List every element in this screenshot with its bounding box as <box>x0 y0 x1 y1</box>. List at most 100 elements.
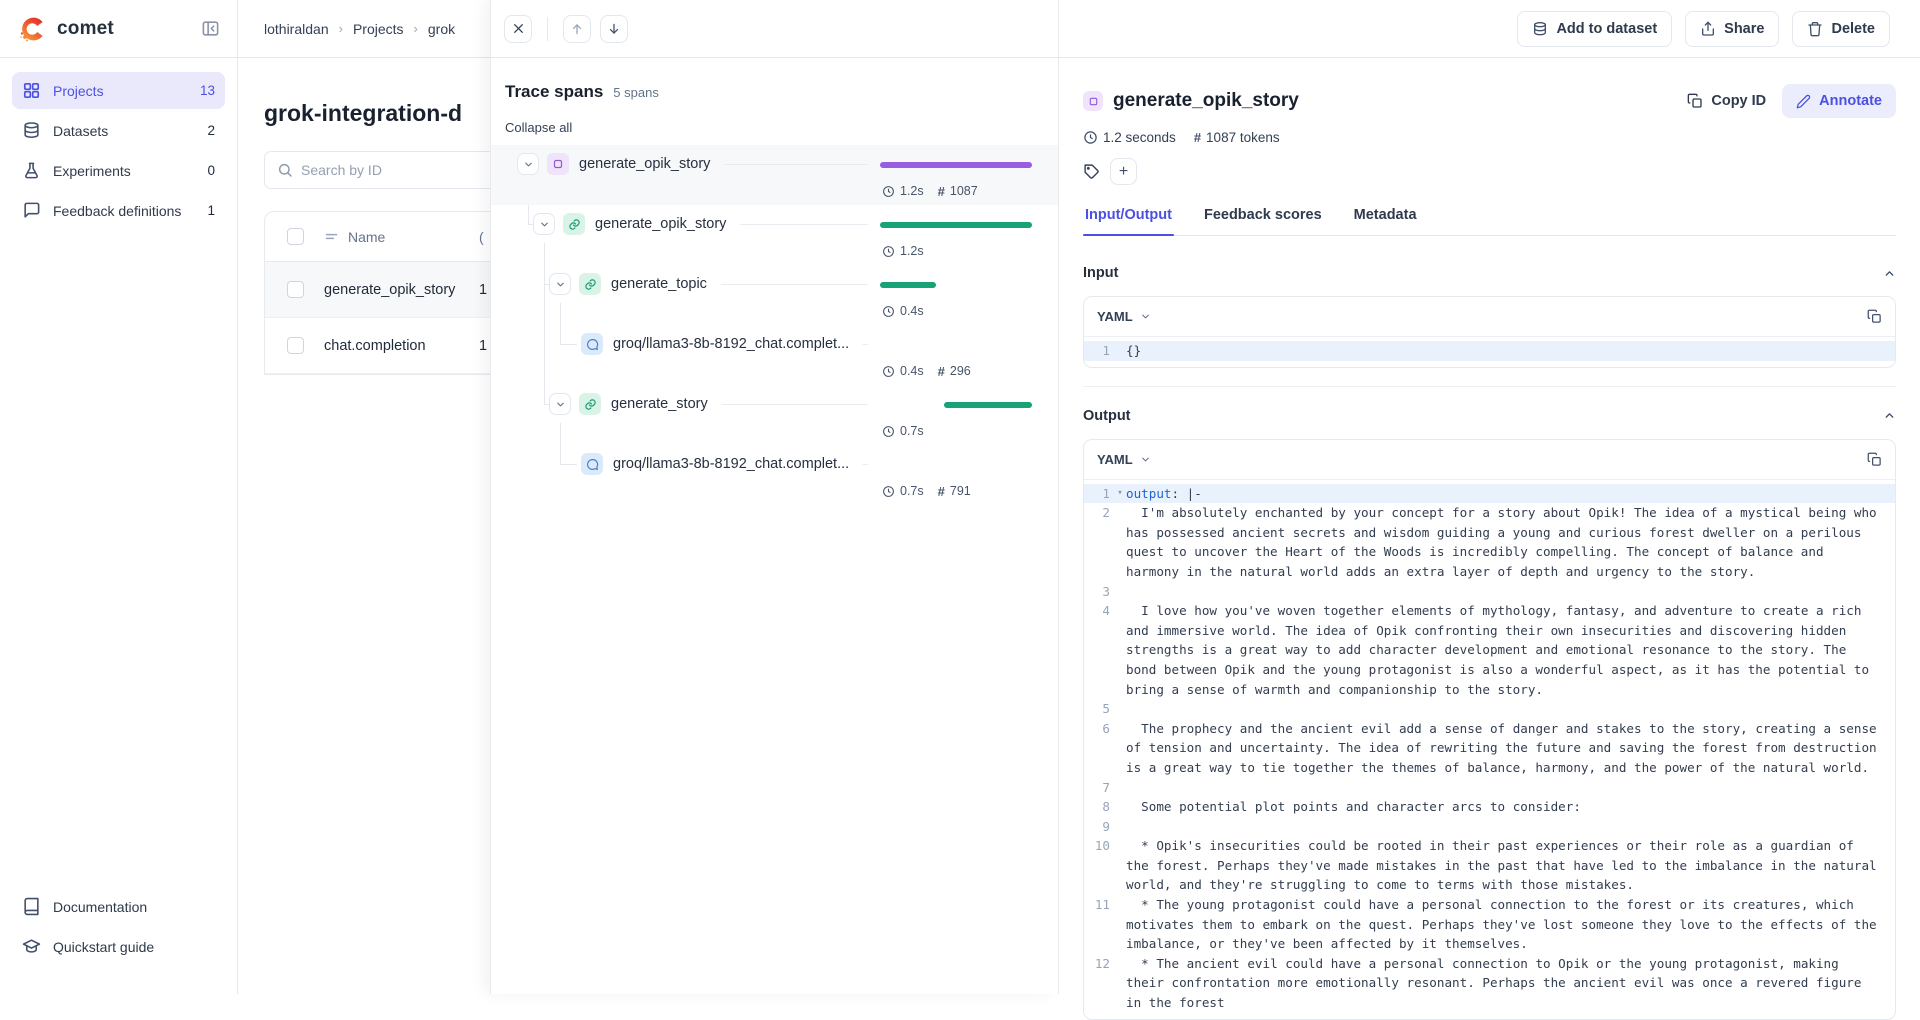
sidebar-item-label: Experiments <box>53 162 131 179</box>
tree-connector <box>560 344 577 345</box>
sidebar-item-feedback-definitions[interactable]: Feedback definitions 1 <box>12 192 225 229</box>
leader-line <box>720 283 868 285</box>
tab-feedback-scores[interactable]: Feedback scores <box>1203 207 1322 223</box>
sidebar-collapse-icon[interactable] <box>201 19 221 39</box>
trace-name-cell[interactable]: chat.completion <box>324 337 426 354</box>
span-row[interactable]: generate_opik_story 1.2s # 1087 <box>491 145 1058 205</box>
span-duration: 1.2s <box>900 244 924 258</box>
delete-button[interactable]: Delete <box>1792 10 1890 47</box>
sidebar-item-count: 2 <box>207 123 215 138</box>
add-tag-button[interactable]: + <box>1110 158 1137 185</box>
output-section-title: Output <box>1083 407 1131 424</box>
trace-type-icon <box>1083 91 1103 111</box>
line-number: 11 <box>1094 897 1110 913</box>
sidebar-item-projects[interactable]: Projects 13 <box>12 72 225 109</box>
copy-icon <box>1867 452 1882 467</box>
code-line: 12 * The ancient evil could have a perso… <box>1084 954 1895 1013</box>
chevron-down-icon[interactable] <box>533 213 555 235</box>
clock-icon <box>1083 130 1098 145</box>
copy-input-button[interactable] <box>1867 309 1882 324</box>
grid-icon <box>22 81 41 100</box>
code-line: 5 <box>1084 699 1895 719</box>
tree-connector <box>560 464 577 465</box>
input-format-select[interactable]: YAML <box>1097 309 1151 324</box>
span-row[interactable]: generate_opik_story 1.2s <box>491 205 1058 265</box>
code-line: 4 I love how you've woven together eleme… <box>1084 601 1895 699</box>
next-trace-button[interactable] <box>600 14 628 43</box>
copy-id-button[interactable]: Copy ID <box>1687 93 1766 109</box>
span-row[interactable]: generate_topic 0.4s <box>491 265 1058 325</box>
share-button[interactable]: Share <box>1685 10 1780 47</box>
arrow-up-icon <box>570 22 584 36</box>
format-label: YAML <box>1097 309 1133 324</box>
breadcrumb-projects[interactable]: Projects <box>352 20 404 37</box>
comet-logo[interactable]: comet <box>18 14 114 44</box>
leader-line <box>721 403 868 405</box>
trace-cell-clipped: 1 <box>479 337 488 354</box>
chevron-down-icon[interactable] <box>517 153 539 175</box>
add-to-dataset-button[interactable]: Add to dataset <box>1517 10 1673 47</box>
sidebar-item-datasets[interactable]: Datasets 2 <box>12 112 225 149</box>
brand-name: comet <box>57 17 114 39</box>
line-number: 10 <box>1094 838 1110 854</box>
close-panel-button[interactable] <box>504 14 532 43</box>
collapse-all-button[interactable]: Collapse all <box>505 120 573 135</box>
database-icon <box>22 121 41 140</box>
span-tokens: 1087 <box>949 184 978 198</box>
chevron-down-icon[interactable] <box>549 393 571 415</box>
line-number: 2 <box>1102 505 1110 521</box>
tree-connector <box>528 224 534 225</box>
clock-icon <box>882 305 895 318</box>
code-text: * The ancient evil could have a personal… <box>1126 955 1870 1011</box>
sidebar-item-documentation[interactable]: Documentation <box>12 888 225 925</box>
line-number: 3 <box>1102 583 1110 599</box>
format-label: YAML <box>1097 451 1133 467</box>
previous-trace-button[interactable] <box>563 14 591 43</box>
sidebar-header: comet <box>0 0 237 58</box>
span-duration: 0.7s <box>900 484 924 498</box>
plus-icon: + <box>1118 162 1129 180</box>
row-checkbox[interactable] <box>287 281 304 298</box>
trace-name-cell[interactable]: generate_opik_story <box>324 281 456 298</box>
tab-input-output[interactable]: Input/Output <box>1083 207 1174 236</box>
breadcrumb-workspace[interactable]: lothiraldan <box>264 20 329 37</box>
clock-icon <box>882 245 895 258</box>
sidebar-item-label: Datasets <box>53 122 109 139</box>
tree-connector <box>560 303 561 344</box>
chevron-down-icon <box>1140 454 1151 465</box>
trace-cell-clipped: 1 <box>479 281 488 298</box>
tag-icon <box>1083 163 1100 180</box>
hash-icon: # <box>937 483 945 499</box>
input-section-title: Input <box>1083 265 1119 281</box>
select-all-checkbox[interactable] <box>287 228 304 245</box>
chevron-down-icon <box>1140 311 1151 322</box>
chat-bubble-icon <box>581 333 603 355</box>
output-format-select[interactable]: YAML <box>1097 452 1151 467</box>
column-header-name[interactable]: Name <box>348 228 386 245</box>
copy-output-button[interactable] <box>1867 452 1882 467</box>
span-row[interactable]: generate_story 0.7s <box>491 385 1058 445</box>
span-row[interactable]: groq/llama3-8b-8192_chat.complet... 0.4s… <box>491 325 1058 385</box>
fold-chevron-icon[interactable]: ▾ <box>1117 487 1123 498</box>
tab-metadata[interactable]: Metadata <box>1353 207 1417 223</box>
duration-bar <box>880 222 1032 228</box>
sidebar-item-quickstart-guide[interactable]: Quickstart guide <box>12 928 225 965</box>
code-text: The prophecy and the ancient evil add a … <box>1126 720 1885 775</box>
trace-spans-title: Trace spans <box>505 82 604 101</box>
comet-logo-icon <box>20 17 43 41</box>
chevron-down-icon[interactable] <box>549 273 571 295</box>
clock-icon <box>882 485 895 498</box>
trash-icon <box>1807 21 1823 37</box>
span-duration: 0.7s <box>900 424 924 438</box>
trace-panel-toolbar <box>491 0 1058 58</box>
chevron-up-icon[interactable] <box>1883 409 1896 422</box>
sidebar-item-experiments[interactable]: Experiments 0 <box>12 152 225 189</box>
span-row[interactable]: groq/llama3-8b-8192_chat.complet... 0.7s… <box>491 445 1058 505</box>
annotate-button[interactable]: Annotate <box>1782 84 1896 118</box>
line-number: 4 <box>1102 603 1110 619</box>
search-icon <box>277 162 293 178</box>
duration-bar <box>943 402 1032 408</box>
tree-connector <box>544 404 550 405</box>
row-checkbox[interactable] <box>287 337 304 354</box>
chevron-up-icon[interactable] <box>1883 267 1896 280</box>
